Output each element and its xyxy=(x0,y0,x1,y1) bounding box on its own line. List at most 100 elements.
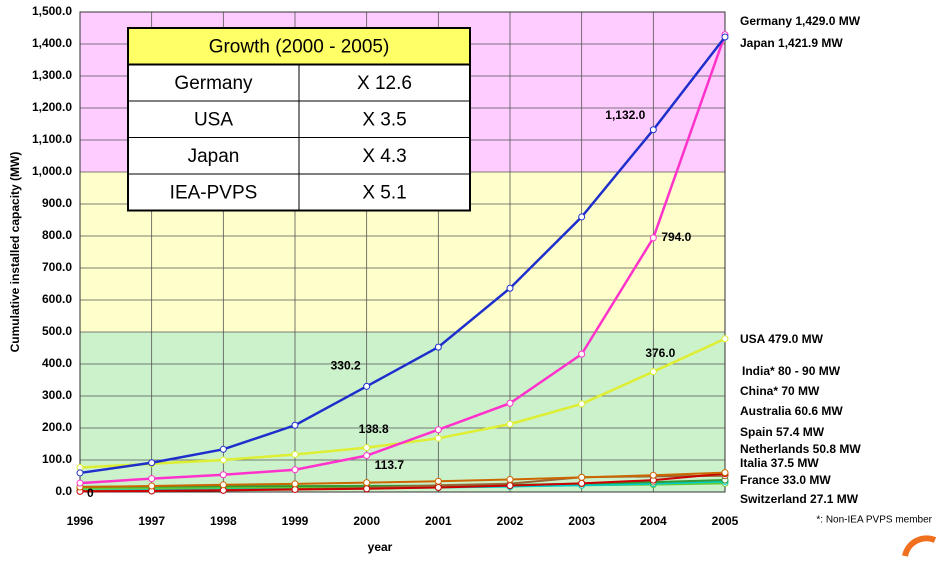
table-cell: USA xyxy=(194,109,233,130)
point xyxy=(363,479,371,487)
plot-frame xyxy=(79,11,726,493)
point xyxy=(434,434,442,442)
y-tick-label: 1,000.0 xyxy=(32,164,72,178)
x-tick-label: 1997 xyxy=(138,514,165,528)
series-end-label: Spain 57.4 MW xyxy=(740,425,825,439)
x-axis-label: year xyxy=(368,540,393,554)
point xyxy=(219,456,227,464)
y-tick-label: 1,200.0 xyxy=(32,100,72,114)
data-label: 330.2 xyxy=(331,359,361,373)
point xyxy=(219,481,227,489)
y-tick-label: 100.0 xyxy=(42,452,72,466)
point xyxy=(721,469,729,477)
x-tick-label: 2002 xyxy=(497,514,524,528)
point xyxy=(219,445,227,453)
annotation: China* 70 MW xyxy=(740,384,820,398)
y-tick-label: 0.0 xyxy=(55,484,72,498)
point xyxy=(434,426,442,434)
series-line xyxy=(79,34,727,485)
series-end-label: Netherlands 50.8 MW xyxy=(740,442,861,456)
y-axis-label: Cumulative installed capacity (MW) xyxy=(8,152,22,353)
y-tick-label: 400.0 xyxy=(42,356,72,370)
x-tick-label: 2003 xyxy=(568,514,595,528)
annotation: India* 80 - 90 MW xyxy=(742,364,841,378)
point xyxy=(363,452,371,460)
point xyxy=(291,466,299,474)
point xyxy=(291,450,299,458)
point xyxy=(721,33,729,41)
y-tick-label: 300.0 xyxy=(42,388,72,402)
table-cell: Japan xyxy=(188,146,240,167)
y-tick-label: 900.0 xyxy=(42,196,72,210)
point xyxy=(649,234,657,242)
table-cell: X 3.5 xyxy=(362,109,406,130)
point xyxy=(578,400,586,408)
table-cell: Germany xyxy=(174,73,253,94)
table-title: Growth (2000 - 2005) xyxy=(209,36,390,57)
y-tick-label: 700.0 xyxy=(42,260,72,274)
point xyxy=(148,459,156,467)
point xyxy=(578,350,586,358)
data-label: 113.7 xyxy=(375,458,405,472)
x-tick-label: 2004 xyxy=(640,514,667,528)
series-end-label: USA 479.0 MW xyxy=(740,332,824,346)
background-band xyxy=(80,332,725,492)
data-label: 138.8 xyxy=(359,422,389,436)
y-tick-label: 1,500.0 xyxy=(32,4,72,18)
y-tick-label: 1,400.0 xyxy=(32,36,72,50)
point xyxy=(363,444,371,452)
inset-table: Growth (2000 - 2005) Germany X 12.6 USA X 3.… xyxy=(127,27,471,212)
point xyxy=(291,421,299,429)
point xyxy=(721,335,729,343)
table-cell: X 5.1 xyxy=(362,182,406,203)
series-line xyxy=(79,36,726,475)
series-end-label: Japan 1,421.9 MW xyxy=(740,36,843,50)
data-label: 1,132.0 xyxy=(605,108,645,122)
point xyxy=(649,471,657,479)
point xyxy=(148,475,156,483)
point xyxy=(434,484,442,492)
point xyxy=(148,482,156,490)
footnote: *: Non-IEA PVPS member xyxy=(816,515,932,526)
point xyxy=(578,473,586,481)
y-tick-label: 200.0 xyxy=(42,420,72,434)
point xyxy=(219,471,227,479)
point xyxy=(506,420,514,428)
point xyxy=(506,284,514,292)
point xyxy=(434,343,442,351)
point xyxy=(363,382,371,390)
table-cell: X 4.3 xyxy=(362,146,406,167)
series-line xyxy=(79,471,726,488)
y-tick-label: 1,100.0 xyxy=(32,132,72,146)
series-end-label: Germany 1,429.0 MW xyxy=(740,14,861,28)
point xyxy=(506,482,514,490)
point xyxy=(649,368,657,376)
point xyxy=(649,126,657,134)
point xyxy=(291,480,299,488)
table-cell: IEA-PVPS xyxy=(170,182,258,203)
table-header xyxy=(127,27,471,66)
x-tick-label: 2001 xyxy=(425,514,452,528)
series-end-label: France 33.0 MW xyxy=(740,473,831,487)
series-end-label: Australia 60.6 MW xyxy=(740,404,843,418)
point xyxy=(363,485,371,493)
series-end-label: Italia 37.5 MW xyxy=(740,456,819,470)
annotation: 0 xyxy=(87,486,94,500)
point xyxy=(506,475,514,483)
y-tick-label: 800.0 xyxy=(42,228,72,242)
data-label: 794.0 xyxy=(661,230,691,244)
point xyxy=(76,479,84,487)
y-tick-label: 600.0 xyxy=(42,292,72,306)
point xyxy=(434,477,442,485)
series-end-label: Switzerland 27.1 MW xyxy=(740,492,859,506)
table-cell: X 12.6 xyxy=(357,73,412,94)
data-label: 376.0 xyxy=(645,346,675,360)
point xyxy=(578,479,586,487)
x-tick-label: 1998 xyxy=(210,514,237,528)
logo xyxy=(902,535,937,557)
series-line xyxy=(79,472,726,493)
y-tick-label: 1,300.0 xyxy=(32,68,72,82)
y-tick-label: 500.0 xyxy=(42,324,72,338)
point xyxy=(506,399,514,407)
